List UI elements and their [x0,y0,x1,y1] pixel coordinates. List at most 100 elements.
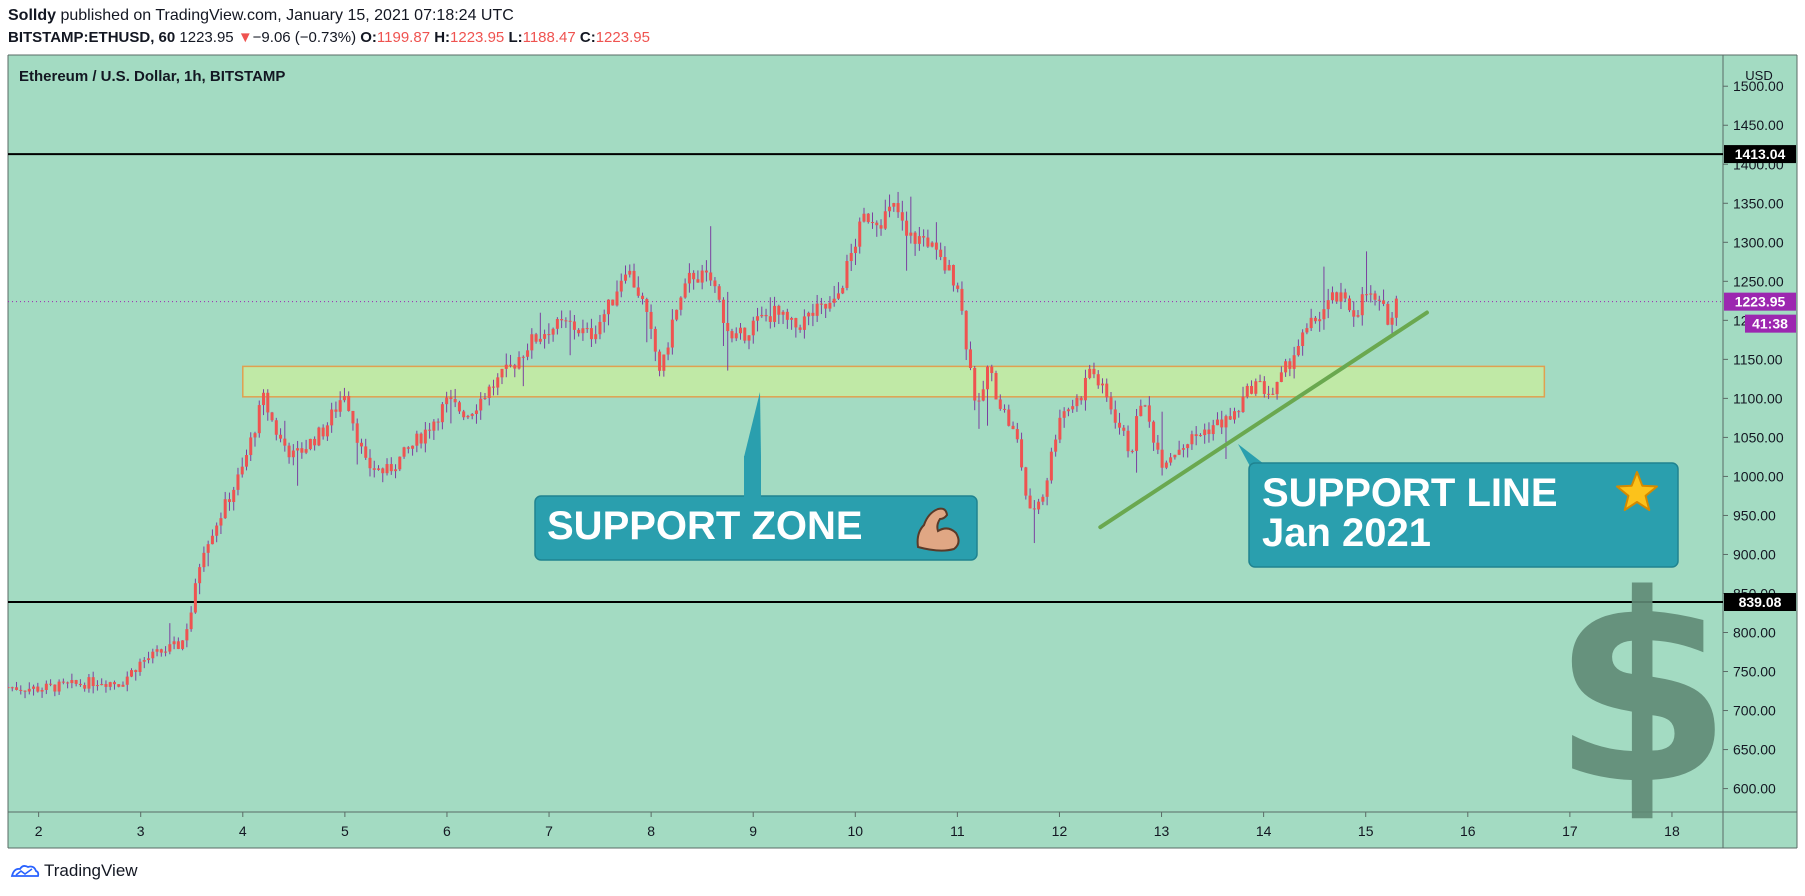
candle-body [964,310,968,350]
candle-body [900,212,904,221]
price-scale[interactable] [1723,55,1797,812]
tradingview-logo-icon [10,864,40,877]
star-icon [1616,471,1658,511]
candle-body [1215,419,1219,426]
candle-body [1011,425,1015,430]
footer-brand[interactable]: TradingView [10,860,138,882]
candle-body [581,328,585,334]
candle-body [100,684,104,686]
y-tick-label: 1350.00 [1733,195,1784,211]
candle-body [968,349,972,368]
level-low-tag-bg [1724,593,1796,612]
candle-body [1143,405,1147,407]
candle-body [1147,405,1151,422]
candle-body [317,427,321,446]
candle-body [274,420,278,435]
candle-body [670,319,674,348]
candle-body [1109,397,1113,410]
candle-body [49,683,53,685]
publish-info: published on TradingView.com, January 15… [56,7,514,24]
candle-body [364,446,368,458]
candle-body [602,314,606,322]
support-zone-callout-pointer [744,392,761,457]
candle-body [487,386,491,398]
candle-body [1020,439,1024,468]
candle-body [193,583,197,613]
candle-body [811,312,815,316]
candle-body [1186,444,1190,449]
support-line-callout-box [1248,462,1679,568]
candle-body [185,629,189,641]
candle-body [555,319,559,329]
x-tick-label: 3 [137,823,145,839]
candle-body [513,365,517,369]
pane-title: Ethereum / U.S. Dollar, 1h, BITSTAMP [19,68,285,85]
candle-body [828,302,832,309]
candle-body [1377,299,1381,301]
candle-body [683,283,687,298]
candle-body [568,320,572,322]
open-label: O: [360,29,377,46]
candle-body [1122,427,1126,431]
candle-body [619,280,623,292]
candle-body [1369,293,1373,295]
support-zone-callout-neck [744,456,761,497]
candle-body [1386,303,1390,325]
candle-body [1207,429,1211,435]
candle-body [334,409,338,412]
candle-body [653,328,657,352]
candle-body [385,464,389,474]
candle-body [325,425,329,437]
candle-body [164,651,168,653]
chart-plot-area[interactable] [8,55,1723,812]
candle-body [155,649,159,652]
candle-body [1049,451,1053,481]
publish-header: Solldy published on TradingView.com, Jan… [8,6,514,26]
price-change: −9.06 (−0.73%) [252,29,357,46]
candle-body [730,331,734,339]
candle-body [879,225,883,229]
candle-body [866,213,870,223]
candle-body [483,397,487,399]
support-line-label: SUPPORT LINE [1262,471,1558,515]
support-zone-callout[interactable]: SUPPORT ZONE [534,392,978,561]
countdown-tag-bg [1745,314,1796,333]
candle-body [747,335,751,341]
candle-body [572,321,576,330]
candle-body [589,328,593,340]
candle-body [832,298,836,303]
support-trend-line[interactable] [1098,310,1429,530]
candle-body [130,670,134,677]
candle-body [777,305,781,315]
candle-body [1194,434,1198,437]
candle-body [389,464,393,472]
candle-body [1054,439,1058,452]
candle-body [624,274,628,281]
candle-body [227,499,231,503]
time-scale[interactable] [8,812,1723,848]
support-zone-rect[interactable] [242,365,1546,398]
candle-body [504,364,508,369]
candle-body [1024,467,1028,496]
candle-body [1181,448,1185,450]
candle-body [104,684,108,687]
candle-body [419,433,423,444]
candle-body [1041,496,1045,502]
candle-body [960,288,964,311]
x-tick-label: 11 [950,823,965,839]
candle-body [1394,298,1398,318]
candle-body [700,270,704,283]
candle-body [807,312,811,317]
candle-body [108,682,112,687]
candle-body [743,327,747,341]
candle-body [1373,293,1377,300]
candle-body [679,297,683,310]
candle-body [824,303,828,309]
candle-body [1037,501,1041,510]
candle-body [53,684,57,692]
candle-body [764,314,768,317]
low-value: 1188.47 [522,29,576,46]
author-name[interactable]: Solldy [8,7,57,24]
